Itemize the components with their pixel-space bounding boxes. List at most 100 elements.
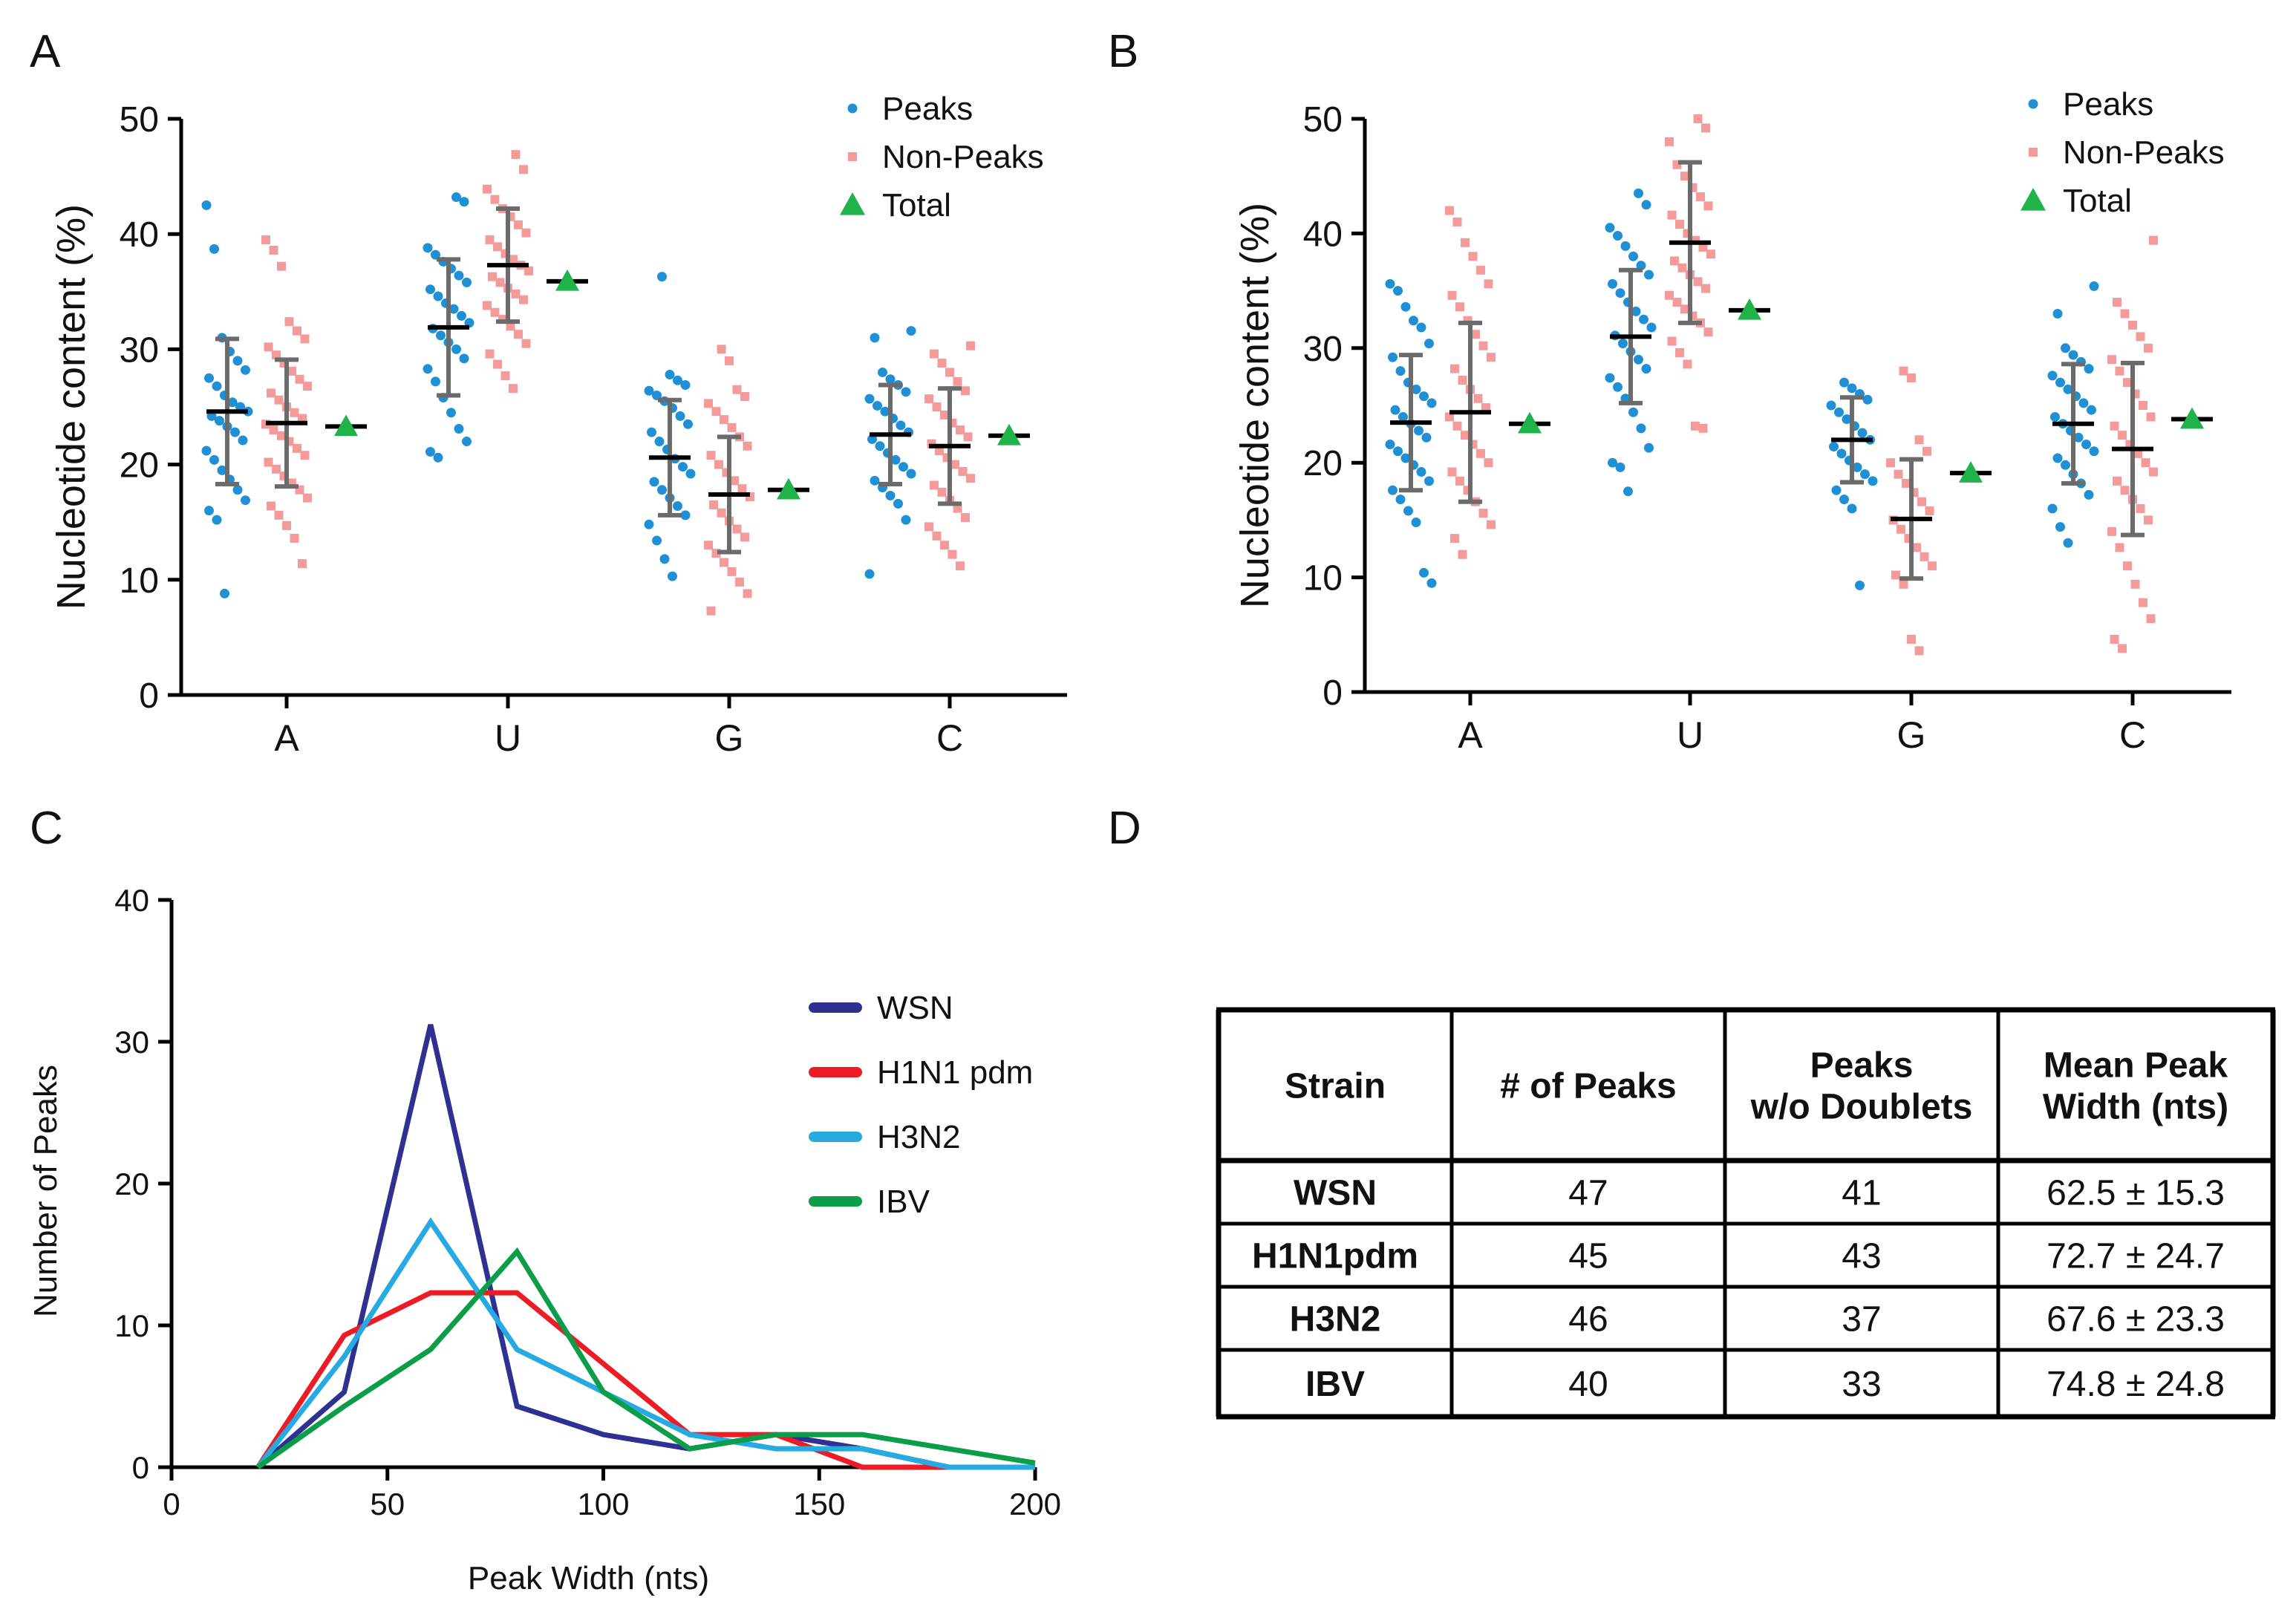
- peaks-point: [1852, 462, 1862, 472]
- nonpeaks-point: [1899, 579, 1908, 589]
- nonpeaks-point: [1675, 347, 1684, 357]
- total-point: [1738, 298, 1761, 320]
- peaks-point: [1416, 322, 1426, 333]
- nonpeaks-point: [2123, 561, 2132, 571]
- nonpeaks-point: [961, 512, 970, 522]
- peaks-point: [1644, 443, 1654, 453]
- peaks-point: [1421, 432, 1432, 443]
- nonpeaks-point: [935, 446, 944, 455]
- peaks-point: [878, 367, 887, 377]
- nonpeaks-point: [937, 487, 947, 497]
- peaks-point: [1836, 448, 1847, 459]
- table-header-cell: Mean Peak: [2044, 1046, 2228, 1086]
- peaks-point: [431, 376, 440, 387]
- peaks-point: [220, 588, 229, 598]
- peaks-point: [2055, 377, 2065, 388]
- peaks-point: [2063, 384, 2073, 394]
- nonpeaks-point: [732, 524, 742, 534]
- nonpeaks-point: [293, 326, 301, 336]
- nonpeaks-point: [272, 464, 281, 474]
- nonpeaks-point: [519, 295, 528, 304]
- peaks-point: [1613, 382, 1622, 392]
- nonpeaks-point: [953, 376, 962, 386]
- table-cell: 74.8 ± 24.8: [2046, 1365, 2225, 1404]
- panel-letter-d: D: [1108, 803, 1141, 854]
- peaks-point: [1390, 405, 1400, 415]
- nonpeaks-point: [1680, 172, 1689, 181]
- nonpeaks-point: [1458, 376, 1467, 385]
- x-tick-label: C: [936, 717, 963, 759]
- peaks-point: [454, 423, 464, 434]
- nonpeaks-point: [937, 359, 947, 368]
- nonpeaks-point: [269, 425, 278, 435]
- peaks-point: [1424, 339, 1434, 349]
- nonpeaks-point: [1680, 304, 1689, 314]
- legend-marker: [847, 103, 858, 114]
- table-header-cell: w/o Doublets: [1750, 1088, 1973, 1127]
- nonpeaks-point: [727, 422, 737, 432]
- nonpeaks-point: [1907, 634, 1916, 644]
- total-point: [334, 414, 358, 437]
- nonpeaks-point: [1920, 552, 1929, 561]
- table-header-cell: Peaks: [1810, 1046, 1914, 1086]
- nonpeaks-point: [963, 432, 973, 442]
- legend-entry: Total: [2063, 183, 2132, 219]
- peaks-point: [1857, 428, 1868, 438]
- nonpeaks-point: [2149, 235, 2158, 245]
- nonpeaks-point: [1703, 327, 1713, 337]
- peaks-point: [657, 272, 667, 282]
- peaks-point: [1388, 352, 1398, 362]
- table-strain-cell: WSN: [1294, 1174, 1377, 1213]
- panel-letter-c: C: [30, 803, 63, 854]
- peaks-point: [864, 394, 875, 404]
- peaks-point: [1839, 495, 1849, 505]
- peaks-point: [454, 270, 464, 281]
- nonpeaks-point: [2113, 476, 2121, 486]
- peaks-point: [1615, 288, 1625, 298]
- nonpeaks-point: [1701, 284, 1710, 293]
- x-tick-label: 50: [370, 1487, 405, 1521]
- peaks-point: [2052, 308, 2063, 319]
- nonpeaks-point: [924, 522, 933, 532]
- y-tick-label: 20: [1303, 444, 1343, 483]
- nonpeaks-point: [1706, 249, 1715, 259]
- peaks-point: [1636, 423, 1646, 434]
- nonpeaks-point: [958, 466, 968, 476]
- peaks-point: [1385, 439, 1395, 449]
- peaks-point: [678, 462, 688, 472]
- nonpeaks-point: [735, 577, 744, 587]
- peaks-point: [2047, 371, 2058, 381]
- y-tick-label: 40: [1303, 215, 1343, 254]
- peaks-point: [1826, 400, 1836, 411]
- nonpeaks-point: [1899, 366, 1908, 376]
- nonpeaks-point: [1670, 256, 1679, 266]
- nonpeaks-point: [1693, 114, 1703, 123]
- nonpeaks-point: [953, 503, 962, 513]
- series-line-ibv: [256, 1247, 1036, 1469]
- y-tick-label: 10: [120, 561, 159, 601]
- table-cell: 40: [1568, 1365, 1608, 1404]
- peaks-point: [2087, 405, 2096, 415]
- nonpeaks-point: [1902, 478, 1911, 488]
- x-tick-label: 0: [163, 1487, 180, 1521]
- peaks-point: [1409, 316, 1418, 326]
- nonpeaks-point: [267, 501, 275, 511]
- x-tick-label: U: [1677, 714, 1703, 756]
- nonpeaks-point: [720, 415, 728, 425]
- peaks-point: [1847, 383, 1857, 394]
- nonpeaks-point: [2123, 378, 2132, 388]
- table-cell: 41: [1842, 1174, 1881, 1213]
- nonpeaks-point: [514, 330, 523, 339]
- peaks-point: [433, 291, 443, 301]
- nonpeaks-point: [511, 289, 521, 298]
- peaks-point: [451, 192, 461, 203]
- peaks-point: [644, 519, 654, 529]
- y-tick-label: 30: [114, 1025, 149, 1060]
- nonpeaks-point: [940, 410, 949, 420]
- peaks-point: [232, 485, 243, 495]
- peaks-point: [1842, 414, 1852, 425]
- peaks-point: [462, 277, 472, 287]
- table-cell: 45: [1568, 1237, 1608, 1276]
- nonpeaks-point: [930, 480, 939, 490]
- peaks-point: [1644, 270, 1654, 280]
